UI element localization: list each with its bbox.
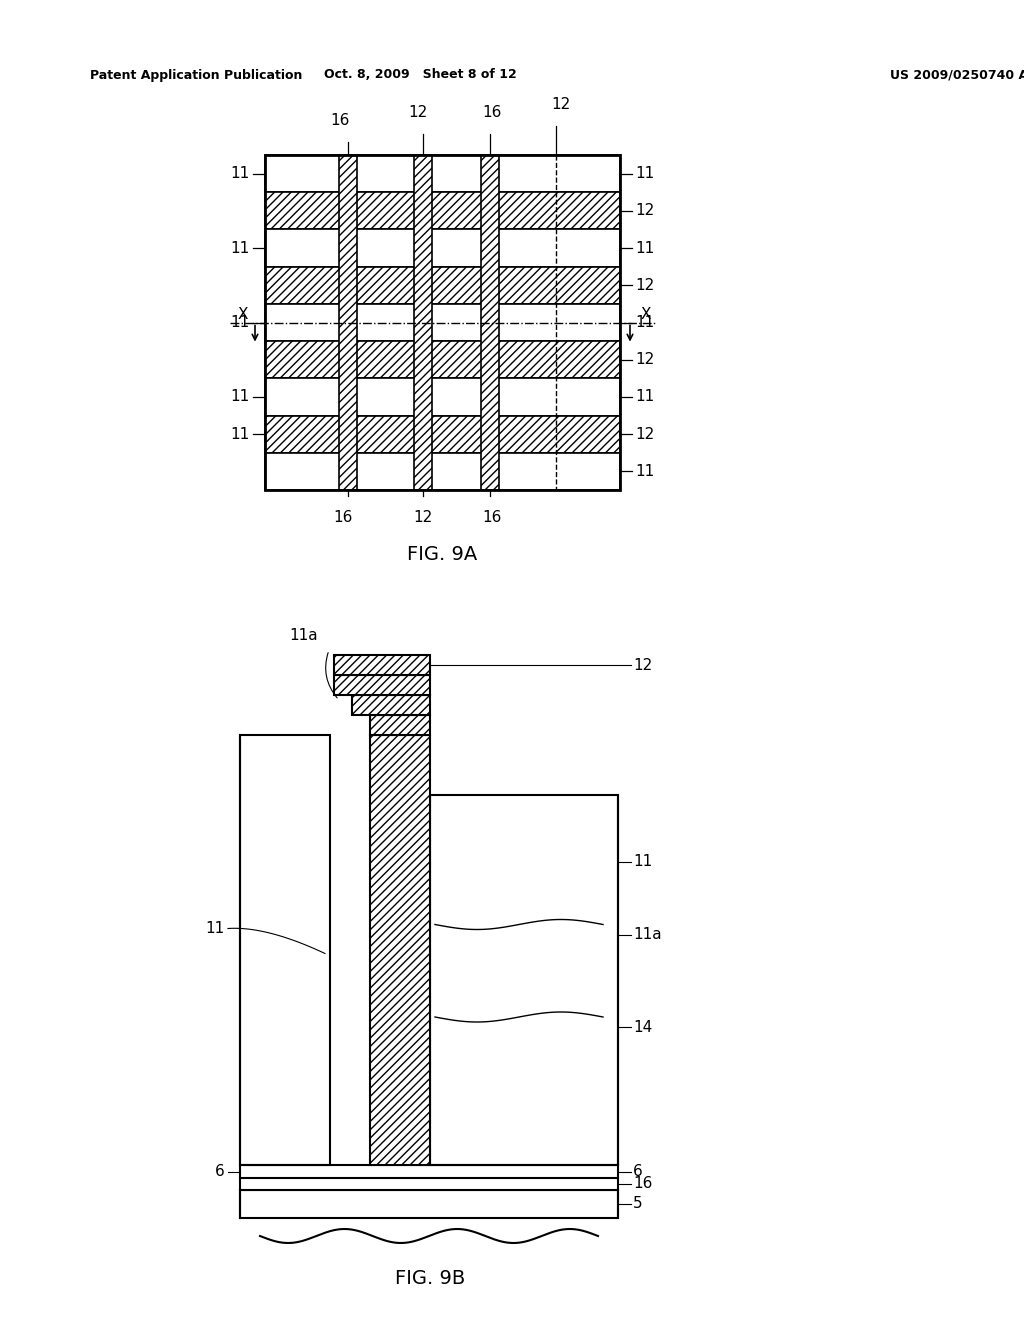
- Bar: [265, 379, 620, 416]
- Bar: [265, 154, 620, 193]
- Text: 11: 11: [635, 166, 654, 181]
- Text: 12: 12: [635, 203, 654, 218]
- Text: 6: 6: [215, 1164, 225, 1179]
- Text: 11: 11: [230, 426, 250, 442]
- Bar: [352, 696, 430, 715]
- Text: X: X: [238, 308, 248, 322]
- Text: 11: 11: [635, 315, 654, 330]
- Bar: [370, 735, 430, 1166]
- Bar: [265, 416, 620, 453]
- Bar: [265, 230, 620, 267]
- Text: 16: 16: [633, 1176, 652, 1192]
- Text: 6: 6: [633, 1164, 643, 1179]
- Text: 12: 12: [414, 510, 432, 525]
- Text: 16: 16: [331, 114, 350, 128]
- Text: 12: 12: [409, 106, 428, 120]
- Text: 11: 11: [206, 921, 225, 936]
- Text: 16: 16: [482, 106, 502, 120]
- Text: 11: 11: [635, 240, 654, 256]
- Text: 11: 11: [635, 463, 654, 479]
- Text: 11a: 11a: [290, 628, 318, 643]
- Bar: [481, 154, 500, 490]
- Text: 11: 11: [230, 240, 250, 256]
- Bar: [240, 1191, 618, 1218]
- Text: 11: 11: [230, 166, 250, 181]
- Bar: [414, 154, 432, 490]
- Bar: [265, 341, 620, 379]
- Text: 16: 16: [482, 510, 502, 525]
- Bar: [240, 1166, 618, 1191]
- Text: 5: 5: [633, 1196, 643, 1212]
- Text: 12: 12: [552, 96, 570, 112]
- Bar: [334, 675, 430, 696]
- Text: FIG. 9B: FIG. 9B: [395, 1269, 465, 1287]
- Text: 14: 14: [633, 1019, 652, 1035]
- Bar: [240, 735, 330, 1166]
- Text: X: X: [641, 308, 651, 322]
- Bar: [265, 154, 620, 490]
- Text: 12: 12: [633, 657, 652, 672]
- Text: US 2009/0250740 A1: US 2009/0250740 A1: [890, 69, 1024, 82]
- Text: 16: 16: [334, 510, 353, 525]
- Text: 11a: 11a: [633, 927, 662, 942]
- Bar: [370, 715, 430, 735]
- Text: 11: 11: [230, 315, 250, 330]
- Text: 12: 12: [635, 426, 654, 442]
- Text: FIG. 9A: FIG. 9A: [407, 545, 477, 565]
- Text: 12: 12: [635, 352, 654, 367]
- Text: Patent Application Publication: Patent Application Publication: [90, 69, 302, 82]
- Bar: [265, 453, 620, 490]
- Text: Oct. 8, 2009   Sheet 8 of 12: Oct. 8, 2009 Sheet 8 of 12: [324, 69, 516, 82]
- Bar: [265, 267, 620, 304]
- Text: 12: 12: [635, 277, 654, 293]
- Text: 11: 11: [230, 389, 250, 404]
- Bar: [334, 655, 430, 675]
- Bar: [265, 304, 620, 341]
- Bar: [265, 193, 620, 230]
- Text: 11: 11: [635, 389, 654, 404]
- Text: 11: 11: [633, 854, 652, 869]
- Bar: [339, 154, 357, 490]
- Bar: [430, 795, 618, 1166]
